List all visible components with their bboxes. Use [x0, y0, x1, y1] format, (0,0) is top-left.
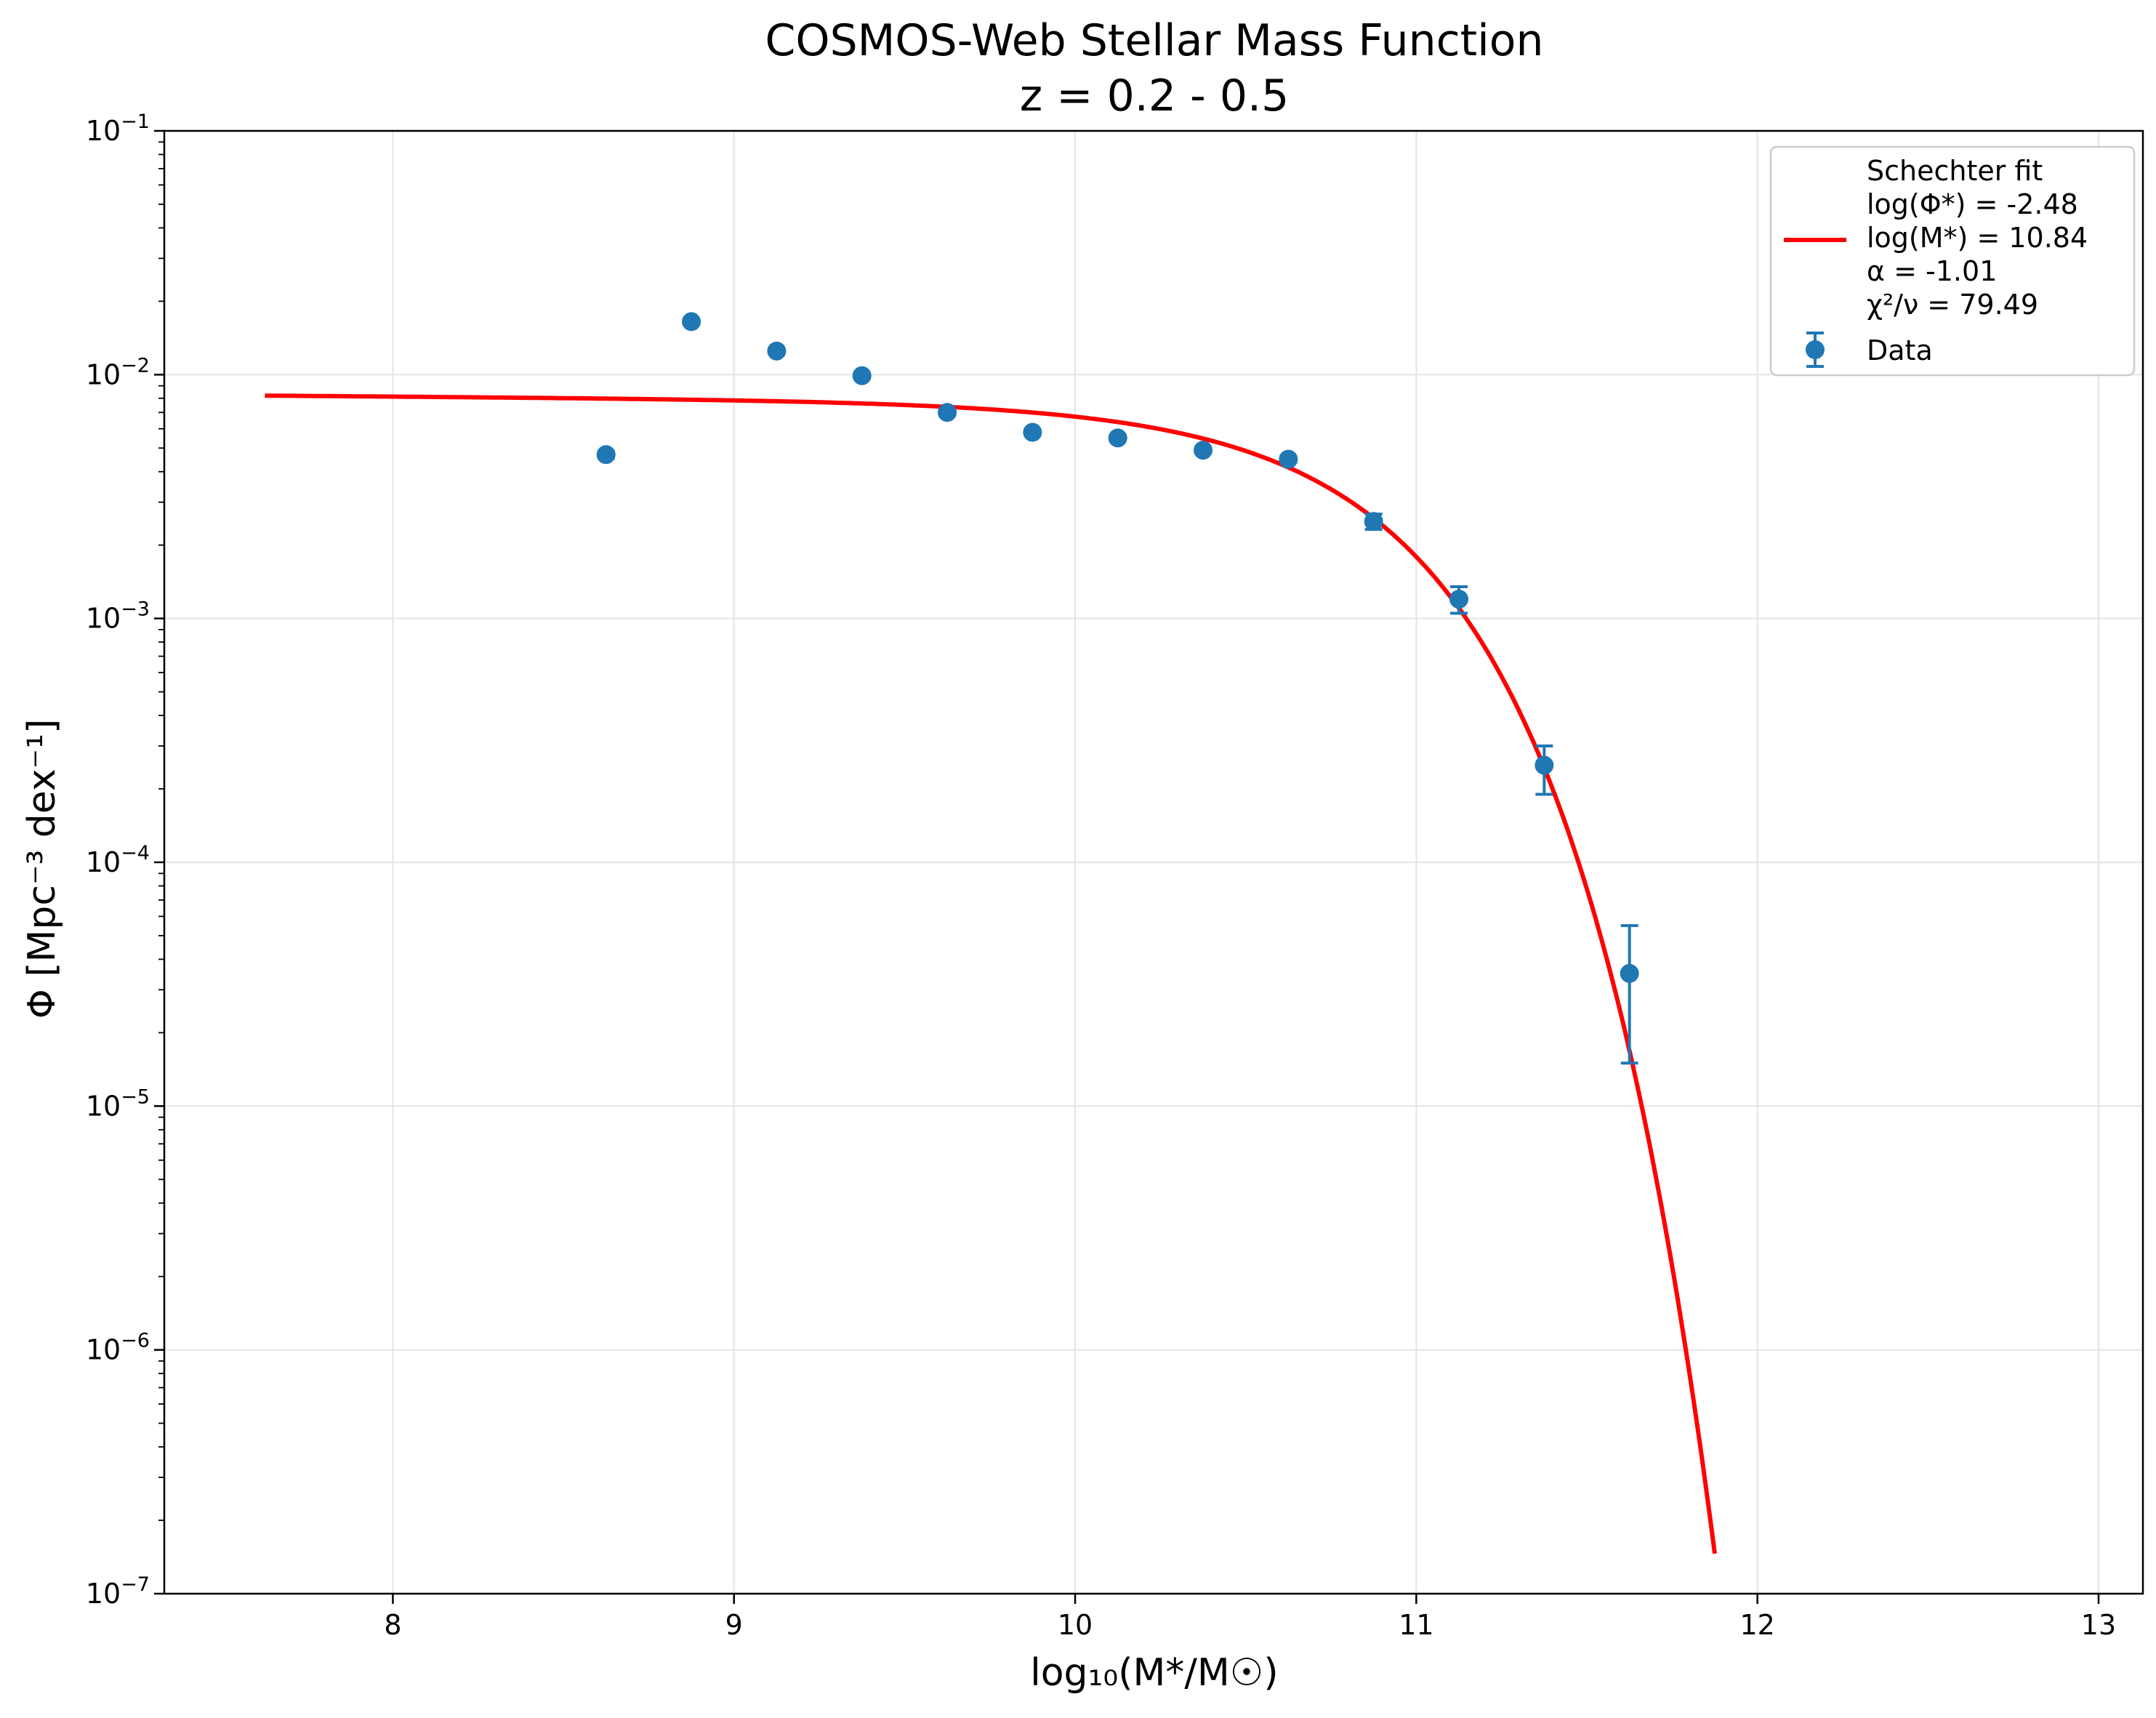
legend-fit-line-5: χ²/ν = 79.49 — [1867, 289, 2038, 321]
legend: Schechter fit log(Φ*) = -2.48 log(M*) = … — [1769, 145, 2136, 377]
legend-data-label: Data — [1867, 334, 1933, 366]
legend-fit-line-2: log(Φ*) = -2.48 — [1867, 188, 2078, 220]
y-tick-label: 10−4 — [86, 842, 150, 878]
data-point — [1194, 441, 1213, 460]
data-point — [1364, 512, 1383, 531]
x-axis-label: log₁₀(M*/M☉) — [1030, 1651, 1278, 1695]
x-tick-label: 11 — [1399, 1609, 1433, 1641]
data-layer — [596, 312, 1639, 1065]
chart-title: COSMOS-Web Stellar Mass Function — [765, 15, 1543, 66]
y-tick-label: 10−3 — [86, 598, 150, 635]
data-point — [1449, 590, 1469, 609]
legend-fit-line-4: α = -1.01 — [1867, 255, 1997, 287]
legend-data-marker — [1806, 340, 1825, 359]
data-point — [682, 312, 701, 332]
y-axis-label: Φ [Mpc⁻³ dex⁻¹] — [20, 719, 64, 1019]
data-point — [767, 341, 787, 361]
x-tick-label: 12 — [1739, 1609, 1774, 1641]
chart-subtitle: z = 0.2 - 0.5 — [1020, 71, 1290, 121]
y-tick-label: 10−7 — [86, 1573, 150, 1610]
x-tick-label: 9 — [725, 1609, 743, 1641]
data-point — [852, 366, 872, 385]
y-tick-label: 10−2 — [86, 354, 150, 390]
legend-fit-line-1: Schechter fit — [1867, 155, 2043, 187]
y-tick-label: 10−6 — [86, 1330, 150, 1366]
data-point — [1279, 449, 1298, 469]
data-point — [938, 403, 957, 422]
x-tick-label: 13 — [2081, 1609, 2116, 1641]
x-tick-label: 10 — [1058, 1609, 1093, 1641]
y-tick-label: 10−1 — [86, 111, 150, 147]
data-point — [1023, 422, 1042, 442]
y-tick-label: 10−5 — [86, 1085, 150, 1122]
data-point — [1534, 755, 1554, 775]
legend-box — [1769, 145, 2136, 377]
schechter-fit-line — [265, 393, 1717, 1554]
data-point — [1620, 963, 1639, 983]
legend-fit-line-3: log(M*) = 10.84 — [1867, 222, 2088, 254]
data-point — [1108, 428, 1127, 448]
ticks-layer: 8 9 10 11 12 13 10−7 10−6 10−5 10−4 10−3 10−2 10−1 — [86, 111, 2116, 1641]
data-point — [596, 445, 616, 465]
fit-layer — [265, 393, 1717, 1554]
x-tick-label: 8 — [384, 1609, 401, 1641]
